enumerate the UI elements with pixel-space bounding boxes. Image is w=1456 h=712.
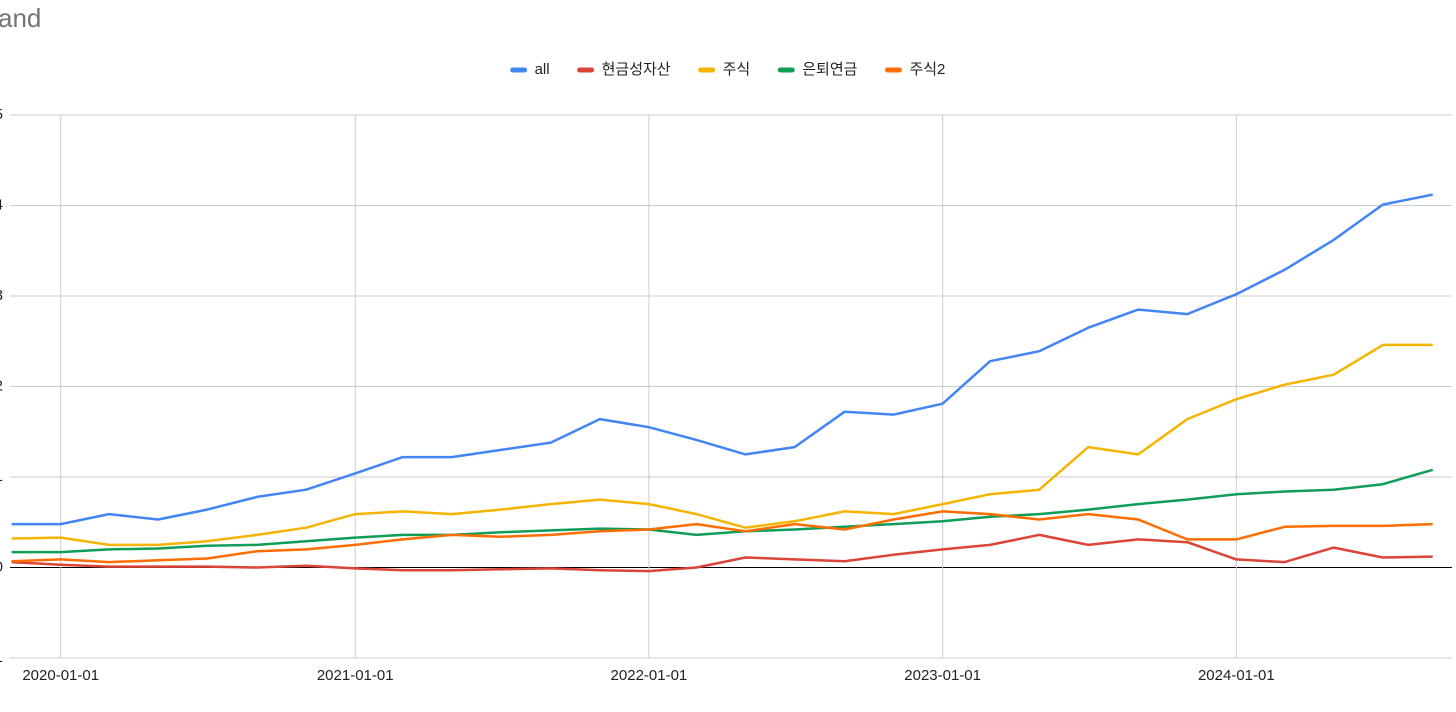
y-tick-label: 1 (0, 468, 3, 485)
legend: all 현금성자산 주식 은퇴연금 주식2 (510, 61, 945, 78)
legend-label: 주식 (723, 61, 751, 78)
x-tick-label: 2021-01-01 (317, 667, 394, 684)
legend-label: 은퇴연금 (802, 61, 857, 78)
series-line (11, 533, 1433, 573)
x-tick-label: 2022-01-01 (611, 667, 688, 684)
y-tick-label: 2 (0, 377, 3, 394)
legend-label: 주식2 (909, 61, 945, 78)
y-tick-label: 0 (0, 558, 3, 575)
x-tick-label: 2024-01-01 (1198, 667, 1275, 684)
y-tick-label: 3 (0, 287, 3, 304)
y-tick-label: 5 (0, 106, 3, 123)
y-tick-label: -1 (0, 649, 3, 666)
series-line (11, 510, 1433, 564)
legend-label: all (535, 61, 550, 78)
legend-label: 현금성자산 (602, 61, 671, 78)
x-tick-label: 2023-01-01 (904, 667, 981, 684)
series-line (11, 468, 1434, 554)
y-tick-label: 4 (0, 196, 3, 213)
chart-title: and (0, 3, 41, 33)
x-tick-label: 2020-01-01 (22, 667, 99, 684)
series-line (11, 193, 1433, 526)
series-line (11, 343, 1433, 547)
